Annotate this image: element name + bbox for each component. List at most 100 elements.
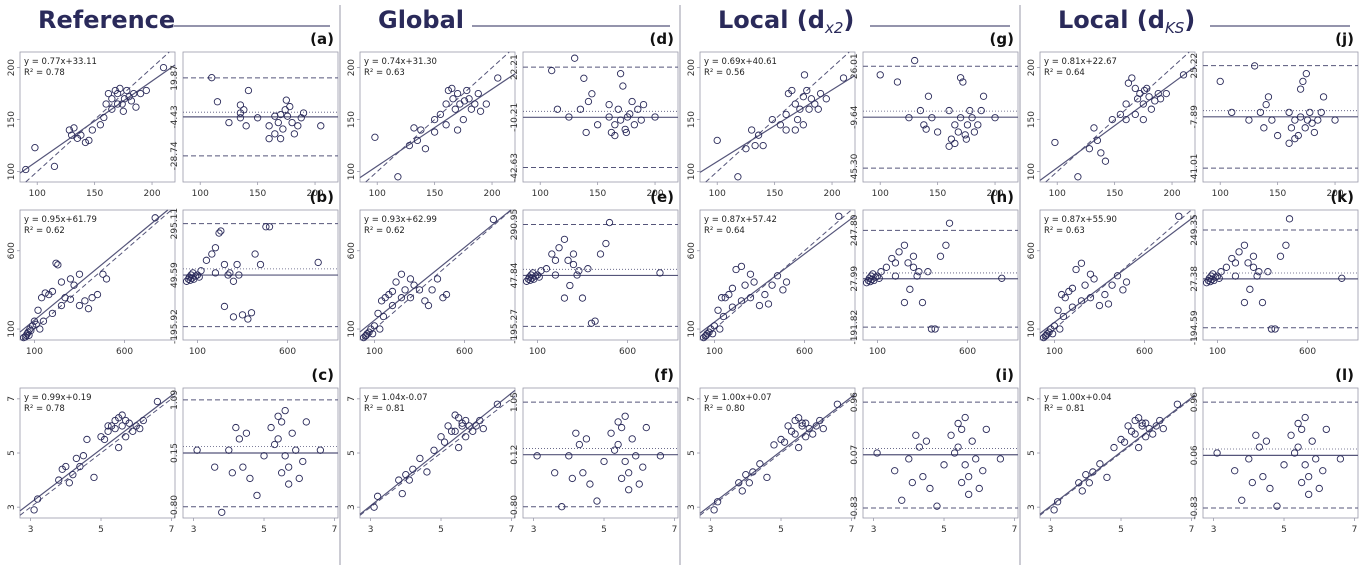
data-point: [136, 424, 144, 433]
data-point: [70, 124, 78, 132]
data-point: [129, 427, 137, 435]
data-point: [242, 429, 251, 437]
data-point: [614, 418, 622, 426]
data-point: [839, 74, 848, 82]
data-point: [656, 269, 664, 277]
data-point: [1104, 300, 1113, 308]
data-point: [1238, 496, 1246, 504]
x-tick-label: 3: [191, 525, 197, 535]
group-title: Local (dKS): [1058, 6, 1195, 37]
data-point: [52, 259, 60, 267]
y-tick-label: 5: [7, 450, 17, 456]
data-point: [253, 491, 261, 500]
data-point: [270, 440, 279, 449]
data-point: [957, 478, 966, 487]
data-point: [742, 471, 750, 479]
fit-line: [1039, 66, 1196, 181]
data-point: [551, 256, 560, 264]
residual-plot: 100 150 200 19.87 -4.43 -28.74 (a): [170, 30, 339, 199]
x-tick-label: 7: [169, 525, 175, 535]
fit-line: [359, 73, 516, 179]
data-point: [947, 135, 956, 143]
equation-label: y = 1.04x-0.07: [364, 393, 428, 403]
x-tick-label: 600: [619, 347, 636, 357]
x-tick-label: 100: [26, 347, 43, 357]
data-point: [575, 267, 583, 275]
data-point: [602, 239, 610, 248]
data-point: [442, 100, 450, 108]
data-point: [814, 105, 822, 113]
fit-line: [699, 393, 856, 514]
data-point: [788, 86, 796, 95]
data-point: [799, 93, 807, 101]
data-point: [1068, 303, 1077, 311]
data-point: [634, 105, 642, 113]
data-point: [807, 95, 816, 103]
identity-line: [365, 51, 510, 183]
data-point: [244, 315, 252, 323]
limit-label: -45.30: [850, 153, 860, 182]
data-point: [220, 302, 229, 311]
data-point: [891, 272, 900, 280]
data-point: [489, 215, 498, 224]
residual-plot: 100 600 295.11 49.59 -195.92 (b): [170, 188, 339, 357]
limit-label: 249.35: [1190, 214, 1200, 246]
data-point: [236, 114, 245, 122]
data-point: [950, 449, 959, 457]
r2-label: R² = 0.63: [364, 68, 405, 78]
equation-label: y = 0.93x+62.99: [364, 215, 437, 225]
data-point: [909, 263, 918, 271]
data-point: [716, 325, 724, 333]
data-point: [945, 106, 953, 115]
data-point: [738, 487, 746, 495]
equation-label: y = 0.74x+31.30: [364, 57, 437, 67]
data-point: [533, 452, 541, 460]
data-point: [1056, 325, 1064, 333]
data-point: [449, 95, 457, 103]
x-tick-label: 100: [872, 189, 889, 199]
limit-label: -195.92: [170, 309, 180, 344]
data-point: [768, 115, 776, 124]
data-point: [88, 294, 96, 302]
equation-label: y = 1.00x+0.04: [1044, 393, 1112, 403]
data-point: [586, 480, 594, 488]
data-point: [77, 131, 85, 139]
data-point: [1075, 479, 1083, 487]
data-point: [558, 503, 566, 511]
x-tick-label: 200: [483, 189, 500, 199]
data-point: [72, 454, 81, 463]
x-tick-label: 200: [986, 189, 1003, 199]
data-point: [39, 317, 48, 325]
data-point: [708, 330, 717, 338]
data-point: [1101, 290, 1109, 299]
residual-plot: 100 600 290.95 47.84 -195.27 (e): [510, 188, 679, 357]
data-point: [238, 311, 247, 319]
data-point: [1285, 215, 1294, 223]
data-point: [116, 84, 124, 93]
data-point: [421, 145, 430, 153]
x-tick-label: 5: [261, 525, 267, 535]
data-point: [868, 275, 876, 284]
data-point: [93, 290, 102, 299]
panel-label: (e): [650, 188, 674, 206]
data-point: [48, 309, 57, 318]
x-tick-label: 200: [306, 189, 323, 199]
limit-label: 1.05: [510, 392, 520, 412]
data-point: [398, 489, 406, 498]
x-tick-label: 100: [529, 347, 546, 357]
data-point: [1050, 506, 1058, 514]
x-tick-label: 5: [778, 525, 784, 535]
limit-label: 295.11: [170, 208, 180, 240]
data-point: [922, 125, 930, 133]
data-point: [84, 305, 93, 313]
equation-label: y = 1.00x+0.07: [704, 393, 772, 403]
y-tick-label: 3: [1027, 504, 1037, 510]
data-point: [220, 260, 229, 269]
data-point: [1322, 425, 1330, 434]
data-point: [1294, 443, 1302, 451]
data-point: [893, 78, 902, 86]
data-point: [974, 121, 982, 129]
x-tick-label: 5: [1118, 525, 1124, 535]
